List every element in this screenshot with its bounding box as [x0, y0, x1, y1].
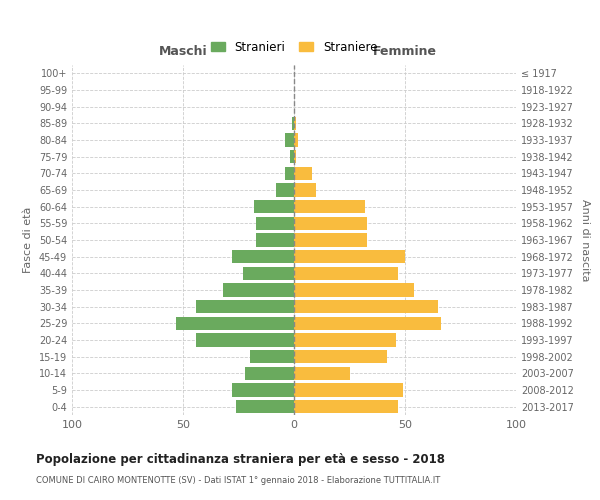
Bar	[223, 284, 294, 296]
Bar	[294, 200, 365, 213]
Bar	[294, 234, 367, 246]
Text: Femmine: Femmine	[373, 45, 437, 58]
Bar	[294, 250, 405, 264]
Y-axis label: Fasce di età: Fasce di età	[23, 207, 33, 273]
Text: Popolazione per cittadinanza straniera per età e sesso - 2018: Popolazione per cittadinanza straniera p…	[36, 452, 445, 466]
Bar	[256, 234, 294, 246]
Bar	[256, 216, 294, 230]
Bar	[294, 384, 403, 396]
Bar	[294, 150, 296, 164]
Bar	[290, 150, 294, 164]
Bar	[285, 166, 294, 180]
Bar	[254, 200, 294, 213]
Bar	[292, 116, 294, 130]
Bar	[276, 184, 294, 196]
Text: Maschi: Maschi	[158, 45, 208, 58]
Bar	[294, 400, 398, 413]
Bar	[245, 366, 294, 380]
Bar	[232, 384, 294, 396]
Text: COMUNE DI CAIRO MONTENOTTE (SV) - Dati ISTAT 1° gennaio 2018 - Elaborazione TUTT: COMUNE DI CAIRO MONTENOTTE (SV) - Dati I…	[36, 476, 440, 485]
Bar	[294, 284, 414, 296]
Bar	[294, 350, 387, 364]
Bar	[236, 400, 294, 413]
Legend: Stranieri, Straniere: Stranieri, Straniere	[206, 36, 382, 59]
Bar	[176, 316, 294, 330]
Bar	[294, 300, 438, 314]
Bar	[294, 116, 296, 130]
Bar	[294, 334, 396, 346]
Bar	[294, 134, 298, 146]
Bar	[243, 266, 294, 280]
Bar	[294, 216, 367, 230]
Bar	[250, 350, 294, 364]
Bar	[294, 316, 440, 330]
Bar	[285, 134, 294, 146]
Bar	[294, 266, 398, 280]
Bar	[294, 166, 312, 180]
Bar	[294, 366, 349, 380]
Bar	[294, 184, 316, 196]
Bar	[232, 250, 294, 264]
Bar	[196, 334, 294, 346]
Y-axis label: Anni di nascita: Anni di nascita	[580, 198, 590, 281]
Bar	[196, 300, 294, 314]
